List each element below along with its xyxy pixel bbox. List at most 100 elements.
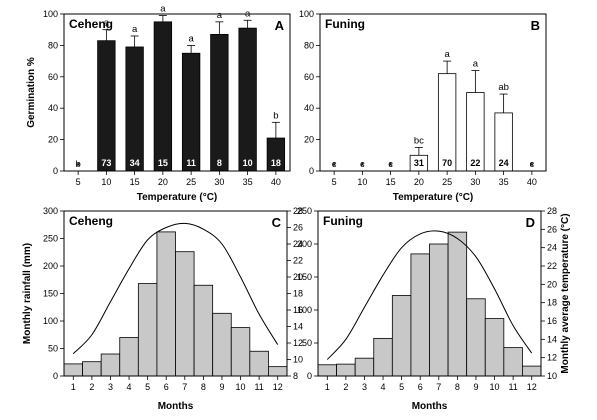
x-tick-label: 35 — [499, 177, 509, 187]
x-tick-label: 7 — [182, 382, 187, 392]
bar — [522, 365, 542, 377]
significance-label: a — [132, 24, 138, 35]
x-tick-label: 7 — [436, 382, 441, 392]
significance-label: a — [160, 4, 166, 15]
significance-label: c — [332, 159, 337, 170]
y-tick-label: 0 — [53, 166, 58, 176]
y-tick-label: 0 — [309, 166, 314, 176]
right-tick-label: 26 — [547, 224, 557, 234]
bar — [429, 243, 449, 377]
right-tick-label: 12 — [293, 338, 303, 348]
seed-count-label: 8 — [217, 158, 222, 168]
x-tick-label: 15 — [386, 177, 396, 187]
x-tick-label: 4 — [127, 382, 132, 392]
x-tick-label: 6 — [164, 382, 169, 392]
seed-count-label: 73 — [101, 158, 111, 168]
panel-letter: C — [272, 215, 282, 230]
y-tick-label: 250 — [297, 206, 312, 216]
y-tick-label: 40 — [304, 103, 314, 113]
x-tick-label: 30 — [470, 177, 480, 187]
bar — [100, 353, 121, 377]
seed-count-label: 10 — [243, 158, 253, 168]
x-axis-label: Months — [158, 401, 194, 412]
x-axis-label: Temperature (°C) — [137, 192, 218, 203]
seed-count-label: * — [76, 161, 80, 171]
right-tick-label: 22 — [547, 261, 557, 271]
y-tick-label: 250 — [43, 234, 58, 244]
seed-count-label: 70 — [442, 158, 452, 168]
x-tick-label: 9 — [219, 382, 224, 392]
y-axis-label: Monthly rainfall (mm) — [22, 243, 33, 344]
x-tick-label: 10 — [236, 382, 246, 392]
y-tick-label: 40 — [48, 103, 58, 113]
significance-label: b — [273, 110, 278, 121]
y-tick-label: 50 — [48, 344, 58, 354]
panel-letter: D — [526, 215, 535, 230]
y-tick-label: 50 — [302, 338, 312, 348]
right-tick-label: 18 — [293, 289, 303, 299]
panel-letter: B — [531, 18, 540, 33]
x-tick-label: 35 — [243, 177, 253, 187]
bar — [354, 357, 375, 377]
x-tick-label: 20 — [414, 177, 424, 187]
x-tick-label: 25 — [442, 177, 452, 187]
y-tick-label: 100 — [297, 305, 312, 315]
right-tick-label: 12 — [547, 353, 557, 363]
panel-title: Ceheng — [69, 214, 113, 228]
significance-label: a — [217, 10, 223, 21]
seed-count-label: 31 — [414, 158, 424, 168]
x-tick-label: 1 — [325, 382, 330, 392]
plot-frame — [63, 13, 291, 172]
right-tick-label: 10 — [293, 355, 303, 365]
right-axis-label: Monthly average temperature (°C) — [560, 213, 571, 373]
seed-count-label: 11 — [186, 158, 196, 168]
x-axis-label: Temperature (°C) — [393, 192, 474, 203]
significance-label: bc — [414, 135, 424, 146]
x-tick-label: 40 — [271, 177, 281, 187]
x-tick-label: 20 — [158, 177, 168, 187]
right-tick-label: 26 — [293, 223, 303, 233]
bar — [410, 253, 430, 377]
seed-count-label: 24 — [499, 158, 509, 168]
right-tick-label: 20 — [293, 272, 303, 282]
y-tick-label: 20 — [304, 135, 314, 145]
bar — [503, 347, 523, 377]
x-tick-label: 5 — [145, 382, 150, 392]
right-tick-label: 14 — [293, 322, 303, 332]
x-tick-label: 9 — [473, 382, 478, 392]
y-tick-label: 80 — [48, 40, 58, 50]
y-tick-label: 200 — [297, 239, 312, 249]
x-tick-label: 25 — [186, 177, 196, 187]
bar — [210, 34, 229, 172]
y-tick-label: 60 — [304, 72, 314, 82]
y-tick-label: 60 — [48, 72, 58, 82]
significance-label: b — [75, 159, 80, 170]
right-tick-label: 8 — [293, 371, 298, 381]
x-tick-label: 8 — [455, 382, 460, 392]
seed-count-label: 34 — [130, 158, 140, 168]
significance-label: a — [473, 59, 479, 70]
y-tick-label: 100 — [299, 9, 314, 19]
bar — [137, 283, 158, 377]
x-tick-label: 4 — [381, 382, 386, 392]
x-tick-label: 3 — [108, 382, 113, 392]
y-tick-label: 150 — [297, 272, 312, 282]
panel-title: Funing — [323, 214, 363, 228]
seed-count-label: * — [332, 161, 336, 171]
bar — [125, 46, 144, 172]
x-tick-label: 3 — [362, 382, 367, 392]
y-axis-label: Germination % — [26, 57, 37, 128]
significance-label: a — [444, 49, 450, 60]
x-tick-label: 5 — [76, 177, 81, 187]
bar — [156, 231, 176, 377]
x-tick-label: 12 — [527, 382, 537, 392]
y-tick-label: 100 — [43, 9, 58, 19]
bar — [97, 40, 116, 172]
bar — [63, 363, 83, 377]
right-tick-label: 18 — [547, 298, 557, 308]
bar — [373, 337, 393, 377]
bar — [336, 363, 356, 377]
bar — [153, 21, 173, 172]
bar — [212, 312, 232, 377]
